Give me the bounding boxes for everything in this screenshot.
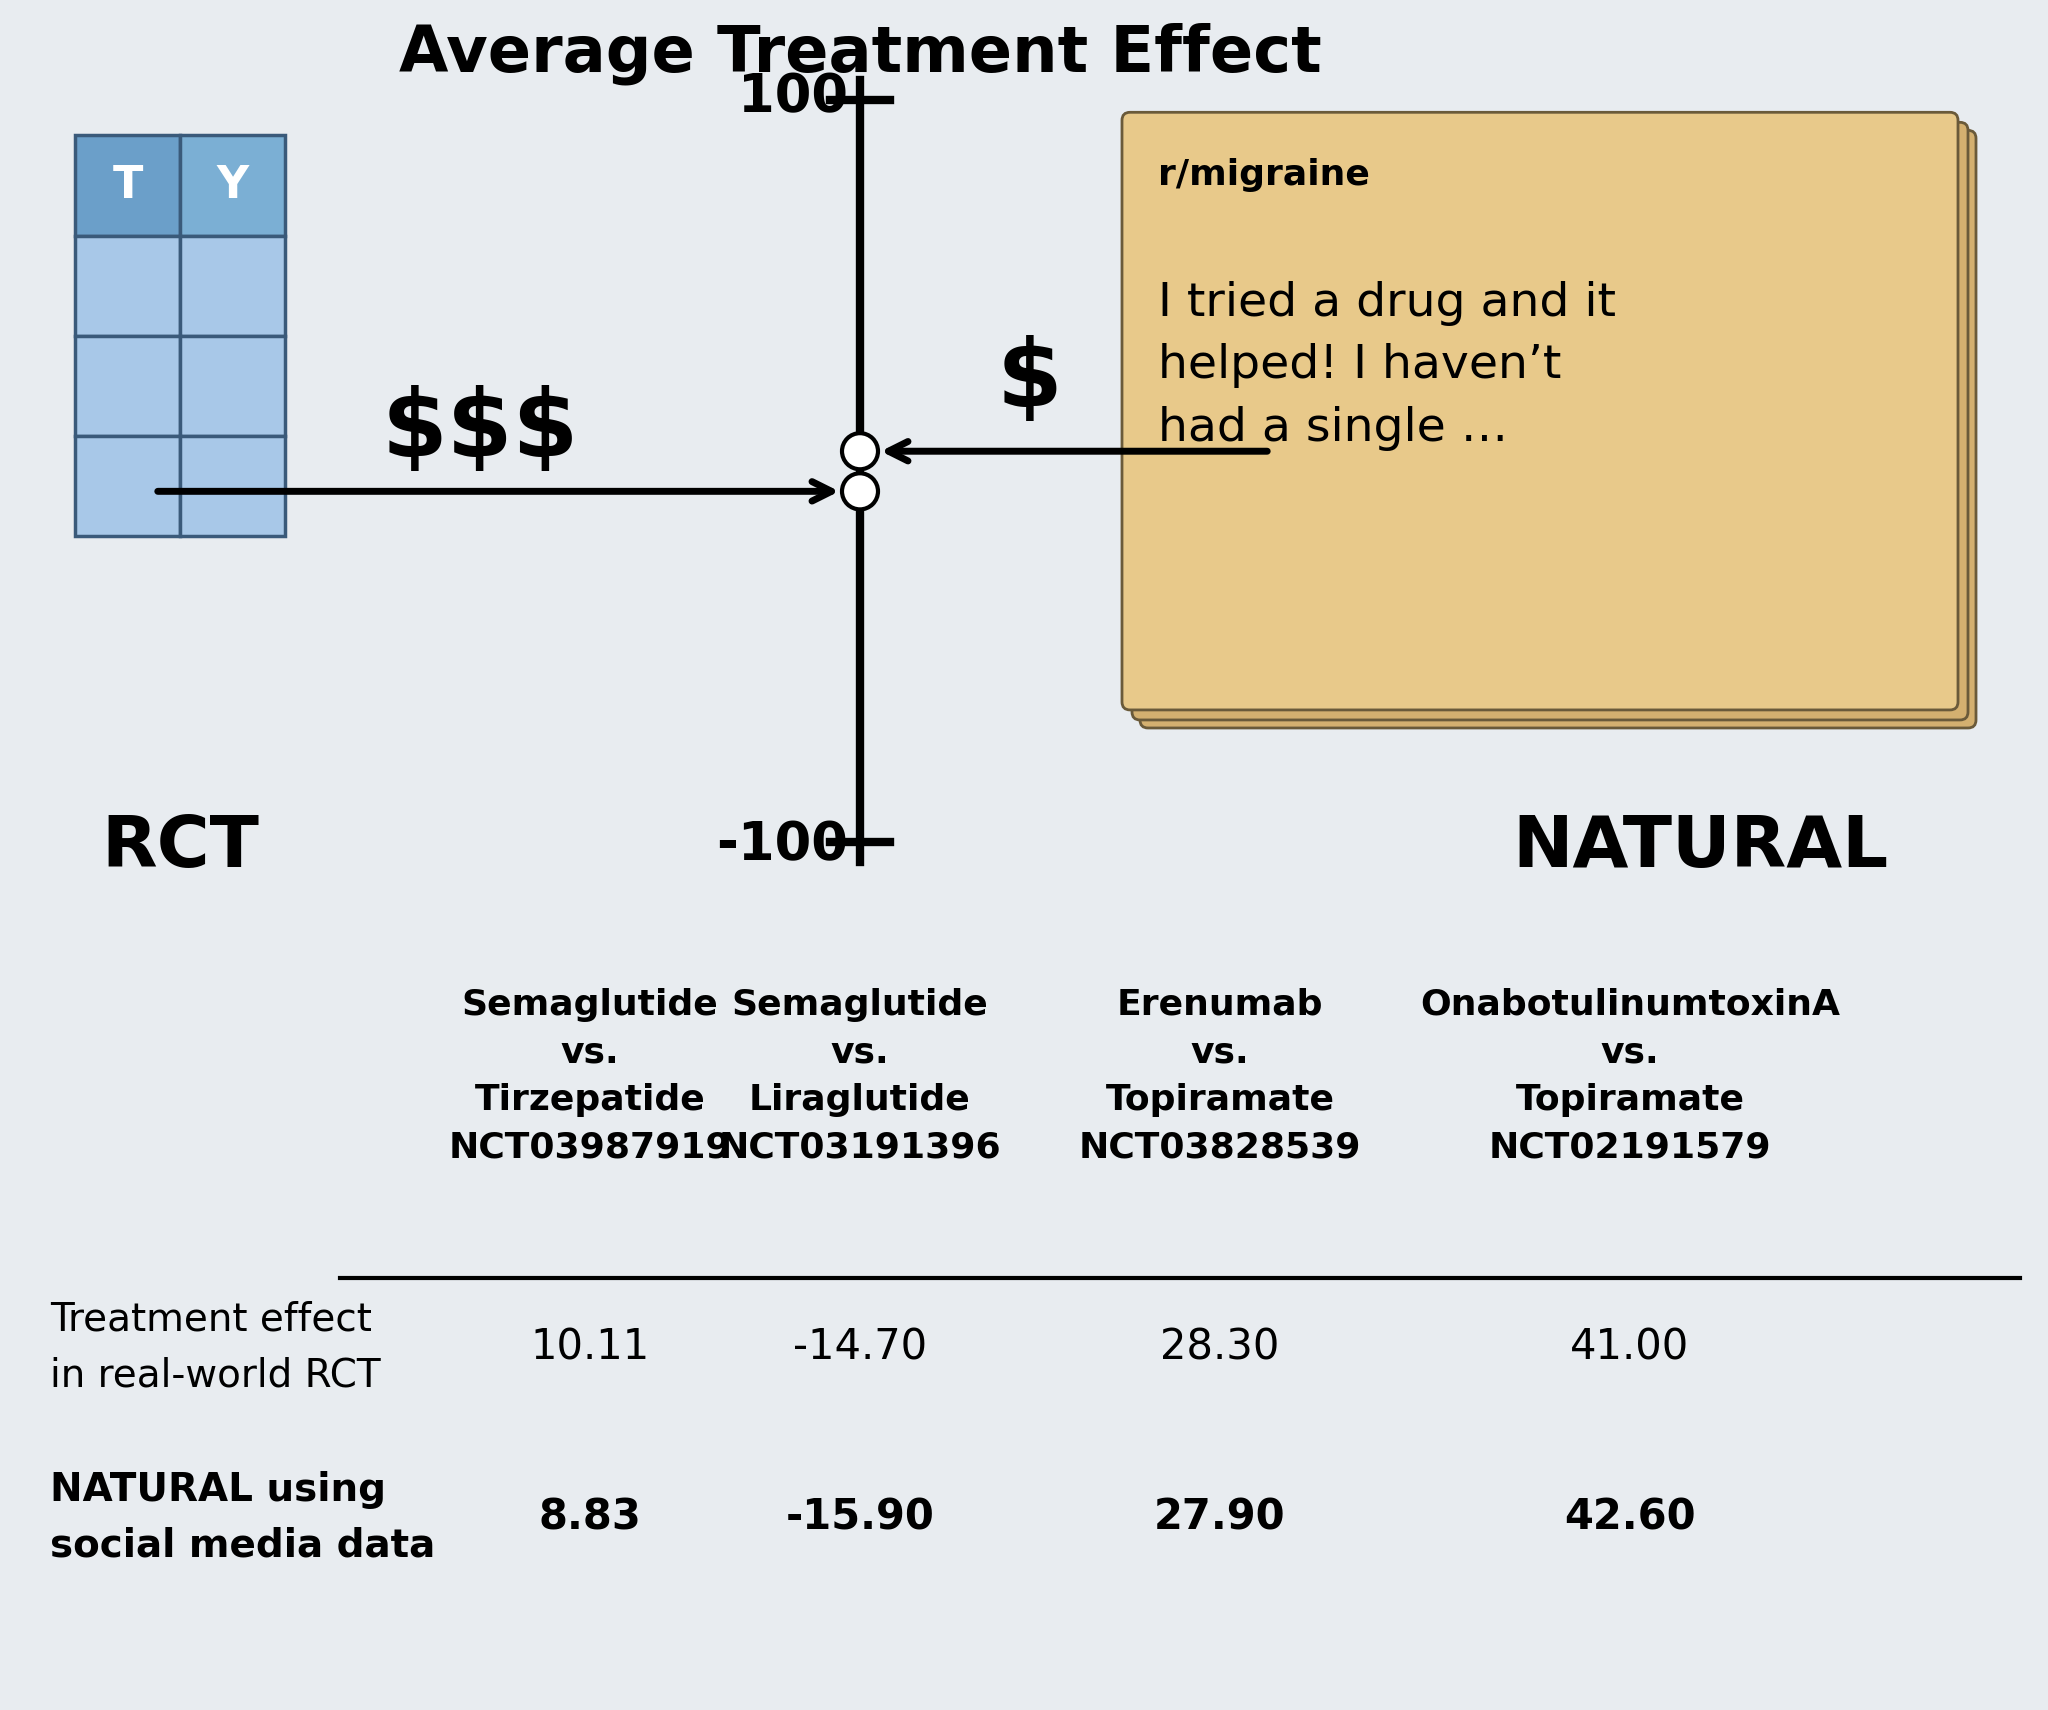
Bar xyxy=(76,135,180,236)
Bar xyxy=(76,335,180,436)
Text: 42.60: 42.60 xyxy=(1565,1496,1696,1539)
FancyBboxPatch shape xyxy=(1141,130,1976,728)
Text: r/migraine: r/migraine xyxy=(1157,159,1370,193)
Circle shape xyxy=(842,433,879,469)
Text: 27.90: 27.90 xyxy=(1155,1496,1286,1539)
Bar xyxy=(76,436,180,537)
Text: $: $ xyxy=(997,335,1063,428)
Text: 10.11: 10.11 xyxy=(530,1327,649,1368)
Text: 28.30: 28.30 xyxy=(1161,1327,1280,1368)
Text: Erenumab
vs.
Topiramate
NCT03828539: Erenumab vs. Topiramate NCT03828539 xyxy=(1079,988,1362,1165)
Bar xyxy=(180,236,285,335)
Text: -100: -100 xyxy=(717,819,848,872)
Text: -14.70: -14.70 xyxy=(793,1327,928,1368)
FancyBboxPatch shape xyxy=(1133,123,1968,720)
Text: 41.00: 41.00 xyxy=(1571,1327,1690,1368)
Text: -15.90: -15.90 xyxy=(786,1496,934,1539)
Text: Average Treatment Effect: Average Treatment Effect xyxy=(399,22,1321,84)
Text: Semaglutide
vs.
Tirzepatide
NCT03987919: Semaglutide vs. Tirzepatide NCT03987919 xyxy=(449,988,731,1165)
Bar xyxy=(180,135,285,236)
Text: OnabotulinumtoxinA
vs.
Topiramate
NCT02191579: OnabotulinumtoxinA vs. Topiramate NCT021… xyxy=(1419,988,1839,1165)
Text: Semaglutide
vs.
Liraglutide
NCT03191396: Semaglutide vs. Liraglutide NCT03191396 xyxy=(719,988,1001,1165)
Text: RCT: RCT xyxy=(100,812,258,882)
Text: 100: 100 xyxy=(737,72,848,123)
Text: 8.83: 8.83 xyxy=(539,1496,641,1539)
Bar xyxy=(76,236,180,335)
Text: NATURAL using
social media data: NATURAL using social media data xyxy=(49,1471,436,1565)
FancyBboxPatch shape xyxy=(1122,113,1958,710)
Bar xyxy=(180,436,285,537)
Text: NATURAL: NATURAL xyxy=(1511,812,1888,882)
Text: Treatment effect
in real-world RCT: Treatment effect in real-world RCT xyxy=(49,1301,381,1395)
Circle shape xyxy=(842,474,879,510)
Text: Y: Y xyxy=(217,164,248,207)
Bar xyxy=(180,335,285,436)
Text: $$$: $$$ xyxy=(381,385,580,477)
Text: T: T xyxy=(113,164,143,207)
Text: I tried a drug and it
helped! I haven’t
had a single …: I tried a drug and it helped! I haven’t … xyxy=(1157,280,1616,451)
